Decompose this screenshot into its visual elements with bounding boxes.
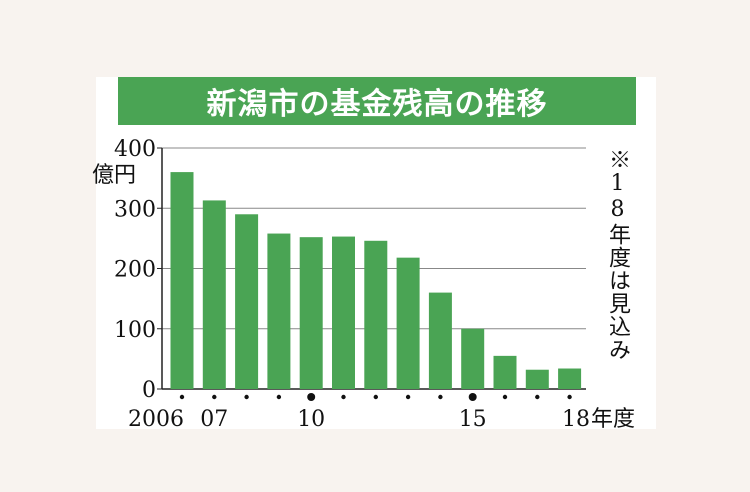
chart-title: 新潟市の基金残高の推移 (206, 87, 548, 122)
bar-14 (428, 292, 452, 389)
y-tick-label: 300 (114, 197, 156, 222)
x-tick-dot (179, 394, 185, 400)
x-tick-dot (567, 394, 572, 400)
x-tick-dot (307, 393, 316, 401)
x-tick-dot (405, 394, 411, 400)
x-tick-dot (502, 394, 508, 400)
x-unit-label: 年度 (591, 407, 635, 432)
estimate-note: ※18年度は見込み (605, 148, 630, 361)
bar-17 (525, 369, 549, 389)
y-tick-label: 400 (114, 137, 156, 162)
x-tick-dot (468, 393, 477, 401)
title-bar: 新潟市の基金残高の推移 (118, 77, 636, 125)
x-tick-dot (341, 394, 346, 400)
bar-16 (493, 355, 517, 389)
x-tick-dot (438, 394, 443, 400)
bar-11 (332, 236, 355, 389)
x-tick-dot (535, 394, 540, 400)
x-tick-label: 15 (459, 407, 487, 432)
x-tick-labels: 2006 07 10 15 18 (128, 407, 590, 432)
y-unit-label: 億円 (92, 163, 136, 188)
x-tick-dot (276, 394, 282, 400)
x-tick-label: 18 (562, 407, 590, 432)
bar-13 (396, 257, 420, 389)
y-tick-label: 0 (142, 378, 156, 403)
x-tick-label: 10 (297, 407, 325, 432)
x-tick-dot (373, 394, 378, 400)
bar-18 (558, 368, 582, 389)
bar-07 (202, 200, 226, 389)
bar-15 (461, 328, 485, 389)
x-tick-dots (179, 393, 572, 401)
bars (170, 172, 582, 389)
y-tick-label: 100 (114, 318, 156, 343)
y-tick-label: 200 (114, 258, 156, 283)
x-tick-dot (244, 394, 249, 400)
y-axis: 0 100 200 300 400 (114, 137, 163, 403)
bar-09 (267, 233, 291, 389)
bar-12 (364, 240, 388, 389)
bar-2006 (170, 172, 194, 389)
bar-08 (235, 214, 259, 389)
x-tick-label: 2006 (128, 407, 184, 432)
x-tick-dot (212, 394, 217, 400)
bar-10 (299, 237, 323, 389)
x-tick-label: 07 (200, 407, 228, 432)
